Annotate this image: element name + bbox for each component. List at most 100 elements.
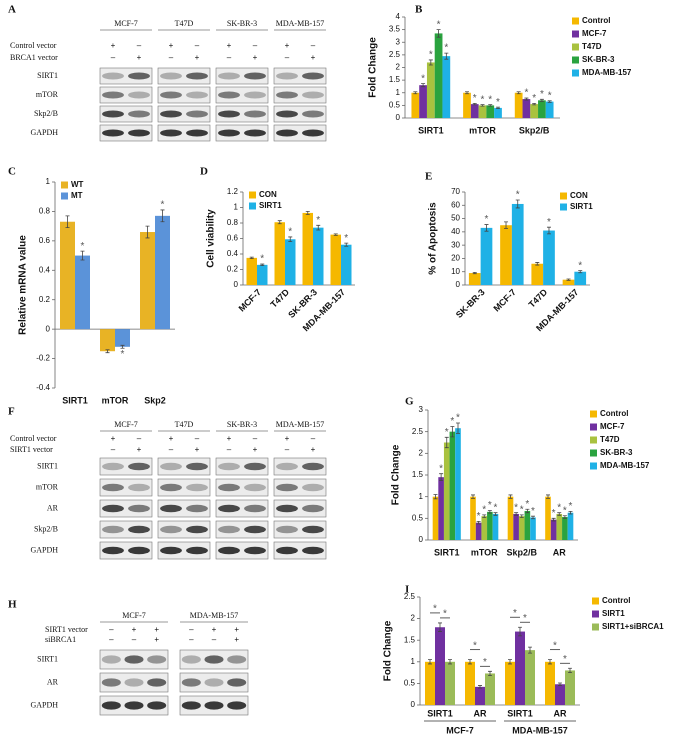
band-label: SIRT1: [37, 461, 58, 470]
band: [128, 525, 150, 534]
y-tick-label: 3: [419, 405, 424, 414]
significance: *: [444, 43, 448, 54]
bar: [543, 230, 555, 285]
error-bar: [448, 659, 452, 665]
legend-label: MT: [71, 191, 83, 200]
blot-frame: [157, 457, 211, 476]
bar: [463, 92, 471, 118]
blot-frame: [215, 541, 269, 560]
x-tick-label: MCF-7: [491, 287, 518, 314]
bar: [485, 673, 495, 705]
panel-label: D: [200, 166, 208, 178]
y-tick-label: -0.2: [36, 354, 50, 363]
y-tick-label: 30: [451, 240, 460, 249]
sign: –: [212, 635, 217, 644]
legend-label: MDA-MB-157: [582, 68, 632, 77]
y-tick-label: 0: [396, 113, 401, 122]
error-bar: [433, 494, 438, 500]
sign: +: [169, 434, 174, 443]
sign: +: [111, 434, 116, 443]
y-tick-label: 3.5: [389, 25, 401, 34]
band: [128, 504, 150, 513]
x-tick-label: Skp2: [144, 395, 166, 405]
y-tick-label: 1.5: [404, 635, 416, 644]
bar: [411, 92, 420, 118]
significance: *: [477, 511, 481, 522]
band-label: SIRT1: [37, 654, 58, 663]
blot-frame: [215, 86, 269, 104]
legend-swatch: [249, 202, 256, 210]
blot-frame: [99, 67, 153, 85]
bar: [565, 670, 575, 705]
error-bar: [120, 344, 125, 349]
y-tick-label: 4: [396, 12, 401, 21]
significance: *: [540, 89, 544, 100]
legend-swatch: [592, 623, 599, 631]
band: [218, 483, 240, 492]
blot-frame: [215, 124, 269, 142]
error-bar: [428, 59, 433, 66]
error-bar: [288, 236, 293, 242]
band: [128, 129, 150, 137]
sign: +: [195, 445, 200, 454]
sign: +: [137, 53, 142, 62]
y-tick-label: 0: [419, 535, 424, 544]
blot-frame: [215, 520, 269, 539]
error-bar: [145, 225, 150, 239]
band: [244, 91, 266, 99]
panel-label: B: [415, 4, 423, 16]
legend-swatch: [590, 462, 597, 470]
bar: [530, 104, 539, 118]
sign: –: [109, 625, 114, 634]
blot-column: MDA-MB-157: [190, 611, 238, 620]
significance: *: [473, 640, 477, 651]
band: [128, 110, 150, 118]
legend-swatch: [572, 30, 579, 38]
bar: [487, 511, 493, 540]
bar: [524, 510, 531, 540]
error-bar: [546, 226, 551, 235]
error-bar: [316, 224, 321, 231]
error-bar: [525, 508, 530, 514]
blot-frame: [157, 105, 211, 123]
x-tick-label: AR: [553, 547, 566, 557]
significance: *: [547, 217, 551, 228]
bar: [330, 234, 341, 285]
x-tick-label: AR: [474, 708, 487, 718]
y-tick-label: 0.2: [39, 295, 51, 304]
error-bar: [468, 659, 472, 665]
sign: –: [195, 41, 200, 50]
band: [186, 110, 208, 118]
band: [101, 655, 121, 664]
blot-column: MCF-7: [114, 420, 138, 429]
error-bar: [508, 659, 512, 665]
sign: –: [137, 434, 142, 443]
y-tick-label: 0.4: [39, 265, 51, 274]
bar: [155, 215, 170, 330]
band: [302, 483, 324, 492]
sign: –: [195, 434, 200, 443]
y-tick-label: 2.5: [404, 592, 416, 601]
band: [160, 504, 182, 513]
band: [186, 483, 208, 492]
legend-swatch: [572, 43, 579, 51]
bar: [246, 257, 257, 285]
band: [124, 678, 144, 687]
bar: [518, 516, 525, 540]
significance: *: [288, 227, 292, 238]
error-bar: [80, 250, 85, 261]
band: [218, 110, 240, 118]
x-tick-label: SIRT1: [418, 125, 444, 135]
bar: [115, 329, 130, 347]
band: [160, 525, 182, 534]
band: [276, 546, 298, 555]
significance: *: [456, 413, 460, 424]
band-label: Skp2/B: [34, 524, 58, 533]
significance: *: [161, 200, 165, 211]
band: [204, 678, 224, 687]
y-tick-label: 1: [411, 657, 416, 666]
legend-label: SK-BR-3: [582, 55, 615, 64]
legend-swatch: [249, 191, 256, 199]
y-tick-label: 0: [46, 324, 51, 333]
band: [181, 678, 201, 687]
